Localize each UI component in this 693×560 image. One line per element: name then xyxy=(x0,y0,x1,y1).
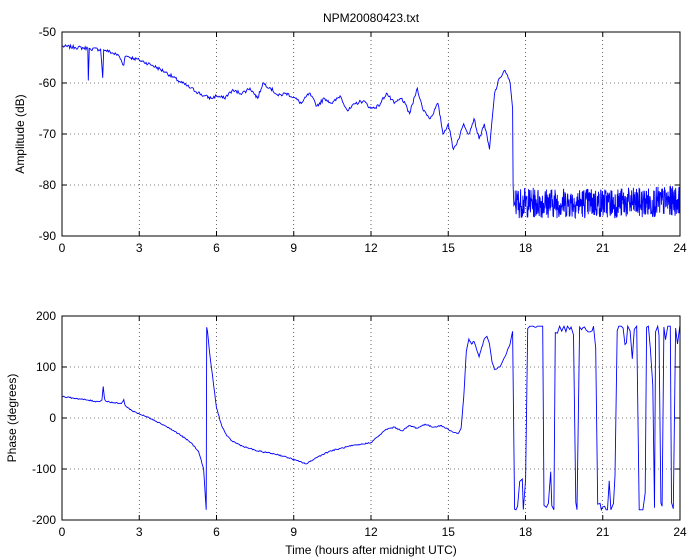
y-tick-label: -80 xyxy=(39,178,57,192)
phase-trace xyxy=(61,324,681,512)
series-line xyxy=(61,324,681,512)
phase-tick-labels: 0 3 6 9 12 15 18 21 24 -200 -100 0 100 200 xyxy=(32,309,687,539)
phase-y-axis-label: Phase (degrees) xyxy=(5,374,19,463)
x-tick-label: 12 xyxy=(364,241,378,255)
x-tick-label: 6 xyxy=(213,525,220,539)
x-tick-label: 15 xyxy=(442,525,456,539)
y-tick-label: 200 xyxy=(36,309,56,323)
y-tick-label: 100 xyxy=(36,360,56,374)
x-tick-label: 3 xyxy=(136,525,143,539)
x-tick-label: 24 xyxy=(673,241,687,255)
amplitude-grid xyxy=(62,32,680,236)
amplitude-axes-box xyxy=(61,31,681,237)
series-line xyxy=(61,43,681,220)
y-tick-label: 0 xyxy=(49,411,56,425)
x-tick-label: 24 xyxy=(673,525,687,539)
x-tick-label: 21 xyxy=(596,241,610,255)
amplitude-tick-labels: 0 3 6 9 12 15 18 21 24 -90 -80 -70 -60 -50 xyxy=(39,25,687,255)
amplitude-y-axis-label: Amplitude (dB) xyxy=(13,94,27,173)
phase-axes-box xyxy=(61,315,681,521)
x-tick-label: 0 xyxy=(59,241,66,255)
amplitude-trace xyxy=(61,43,681,220)
x-tick-label: 9 xyxy=(290,525,297,539)
y-tick-label: -200 xyxy=(32,513,56,527)
x-tick-label: 18 xyxy=(519,525,533,539)
y-tick-label: -100 xyxy=(32,462,56,476)
amplitude-axes: NPM20080423.txt Amplitude (dB) 0 3 6 9 12 15 1… xyxy=(13,11,687,255)
y-tick-label: -70 xyxy=(39,127,57,141)
x-tick-label: 6 xyxy=(213,241,220,255)
x-tick-label: 0 xyxy=(59,525,66,539)
x-tick-label: 12 xyxy=(364,525,378,539)
x-tick-label: 18 xyxy=(519,241,533,255)
x-tick-label: 21 xyxy=(596,525,610,539)
y-tick-label: -60 xyxy=(39,76,57,90)
y-tick-label: -90 xyxy=(39,229,57,243)
x-tick-label: 15 xyxy=(442,241,456,255)
phase-grid xyxy=(62,316,680,520)
x-tick-label: 3 xyxy=(136,241,143,255)
y-tick-label: -50 xyxy=(39,25,57,39)
chart-title: NPM20080423.txt xyxy=(323,11,420,25)
x-tick-label: 9 xyxy=(290,241,297,255)
phase-axes: Phase (degrees) Time (hours after midnig… xyxy=(5,309,687,557)
phase-x-axis-label: Time (hours after midnight UTC) xyxy=(285,543,457,557)
